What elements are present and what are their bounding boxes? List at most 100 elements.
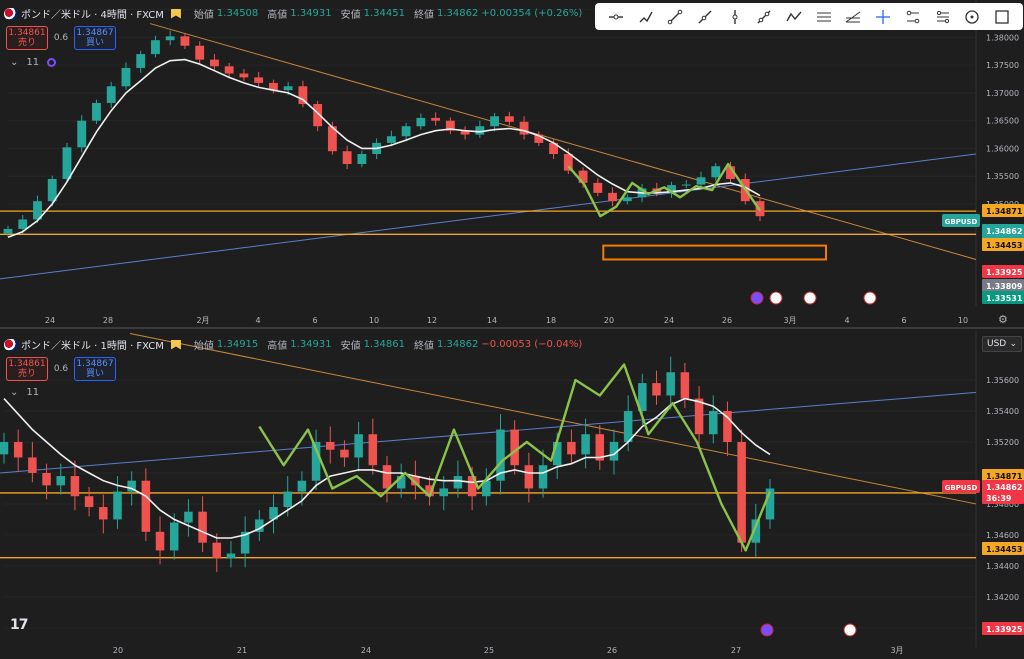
candle-body [165,36,175,41]
symbol-tag-label: GBPUSD [945,218,978,226]
candle-body [552,441,562,466]
candle-body [578,170,588,183]
candle-body [311,441,321,481]
tradingview-logo[interactable]: 17 [10,617,29,633]
candle-body [77,120,87,148]
spread-value: 0.6 [53,364,69,374]
buy-button[interactable]: 1.34867 買い [74,357,116,381]
rectangle-icon[interactable] [993,8,1011,26]
crosshair-icon[interactable] [874,8,892,26]
x-tick-label: 25 [484,646,494,655]
candle-body [581,434,590,455]
close-value: 1.34862 [437,339,479,350]
buy-button[interactable]: 1.34867 買い [74,26,116,50]
y-tick-label: 1.36500 [986,117,1019,126]
settings-gear-icon[interactable]: ⚙ [998,313,1008,326]
low-label: 安値 [340,341,361,352]
candle-body [155,531,165,551]
date-range-icon[interactable] [934,8,952,26]
candle-body [121,67,131,87]
candle-body [226,553,236,559]
x-tick-label: 6 [312,316,317,325]
symbol-label[interactable]: ポンド／米ドル · 4時間 · FXCM [21,10,164,21]
x-tick-label: 21 [237,646,247,655]
chart-header-4h: ポンド／米ドル · 4時間 · FXCM 始値 1.34508 高値 1.349… [4,6,582,21]
brush-icon[interactable] [637,8,655,26]
sell-button[interactable]: 1.34861 売り [6,357,48,381]
trade-buttons-1h: 1.34861 売り 0.6 1.34867 買い [6,357,116,381]
candle-body [136,54,146,68]
price-axis-tag-label: 1.33809 [986,282,1023,291]
bookmark-icon[interactable] [170,339,181,350]
ray-icon[interactable] [755,8,773,26]
candle-body [18,219,28,229]
candle-body [70,476,80,497]
indicator-toggle-1h[interactable]: ⌄ 11 [10,387,39,398]
chart-pane-1h[interactable]: 1.356001.354001.352001.350001.348001.346… [0,331,1024,659]
currency-select[interactable]: USD ⌄ [982,336,1022,352]
high-label: 高値 [267,341,288,352]
circle-icon[interactable] [963,8,981,26]
x-tick-label: 27 [731,646,741,655]
chart-canvas-1h[interactable]: 1.356001.354001.352001.350001.348001.346… [0,331,1024,659]
candle-body [622,197,632,202]
change-value: −0.00053 (−0.04%) [481,339,583,350]
vertical-line-icon[interactable] [726,8,744,26]
candle-body [283,86,293,91]
y-tick-label: 1.38000 [986,33,1019,42]
fib-retracement-icon[interactable] [844,8,862,26]
indicator-count: 11 [26,57,40,68]
parallel-channel-icon[interactable] [815,8,833,26]
candle-body [538,465,548,489]
sell-price: 1.34861 [8,359,46,369]
countdown-label: 36:39 [986,494,1012,503]
candle-body [751,519,761,543]
zigzag-drawing [567,162,761,218]
price-range-icon[interactable] [904,8,922,26]
trend-line [129,333,977,505]
candle-body [549,142,558,154]
candle-body [99,507,108,520]
x-tick-label: 12 [427,316,437,325]
sell-button[interactable]: 1.34861 売り [6,26,48,50]
path-icon[interactable] [785,8,803,26]
candle-body [496,429,505,481]
candle-body [298,86,308,105]
open-label: 始値 [193,341,214,352]
indicator-circle-icon [47,58,57,67]
trend-line [149,23,977,260]
horizontal-ray-icon[interactable] [607,8,625,26]
y-tick-label: 1.35400 [986,407,1019,416]
price-axis-tag-label: 1.34871 [986,207,1023,216]
y-tick-label: 1.35200 [986,438,1019,447]
bookmark-icon[interactable] [170,8,181,19]
candle-body [510,429,519,466]
trend-line-icon[interactable] [666,8,684,26]
price-axis-tag [982,279,1024,292]
spread-value: 0.6 [53,33,69,43]
candle-body [56,476,65,486]
candle-body [268,82,278,91]
x-tick-label: 20 [113,646,123,655]
indicator-toggle-4h[interactable]: ⌄ 11 [10,57,57,68]
candle-body [504,116,514,122]
trend-angle-icon[interactable] [696,8,714,26]
price-axis-tag-label: 1.33925 [986,625,1023,634]
chart-canvas-4h[interactable]: 1.385001.380001.375001.370001.365001.360… [0,0,1024,327]
high-label: 高値 [267,10,288,21]
currency-flag-icon [4,338,18,351]
candle-body [709,410,718,435]
candle-body [467,476,477,497]
symbol-tag [942,480,980,493]
chart-pane-4h[interactable]: 1.385001.380001.375001.370001.365001.360… [0,0,1024,329]
x-tick-label: 3月 [783,316,796,325]
price-axis-tag-label: 1.34862 [986,483,1022,492]
symbol-label[interactable]: ポンド／米ドル · 1時間 · FXCM [21,341,164,352]
price-axis-tag [982,291,1024,304]
x-tick-label: 3月 [890,646,903,655]
candle-body [608,192,617,202]
candle-body [210,59,219,67]
trend-line [0,391,977,474]
buy-label: 買い [85,369,104,379]
candle-body [411,476,420,486]
